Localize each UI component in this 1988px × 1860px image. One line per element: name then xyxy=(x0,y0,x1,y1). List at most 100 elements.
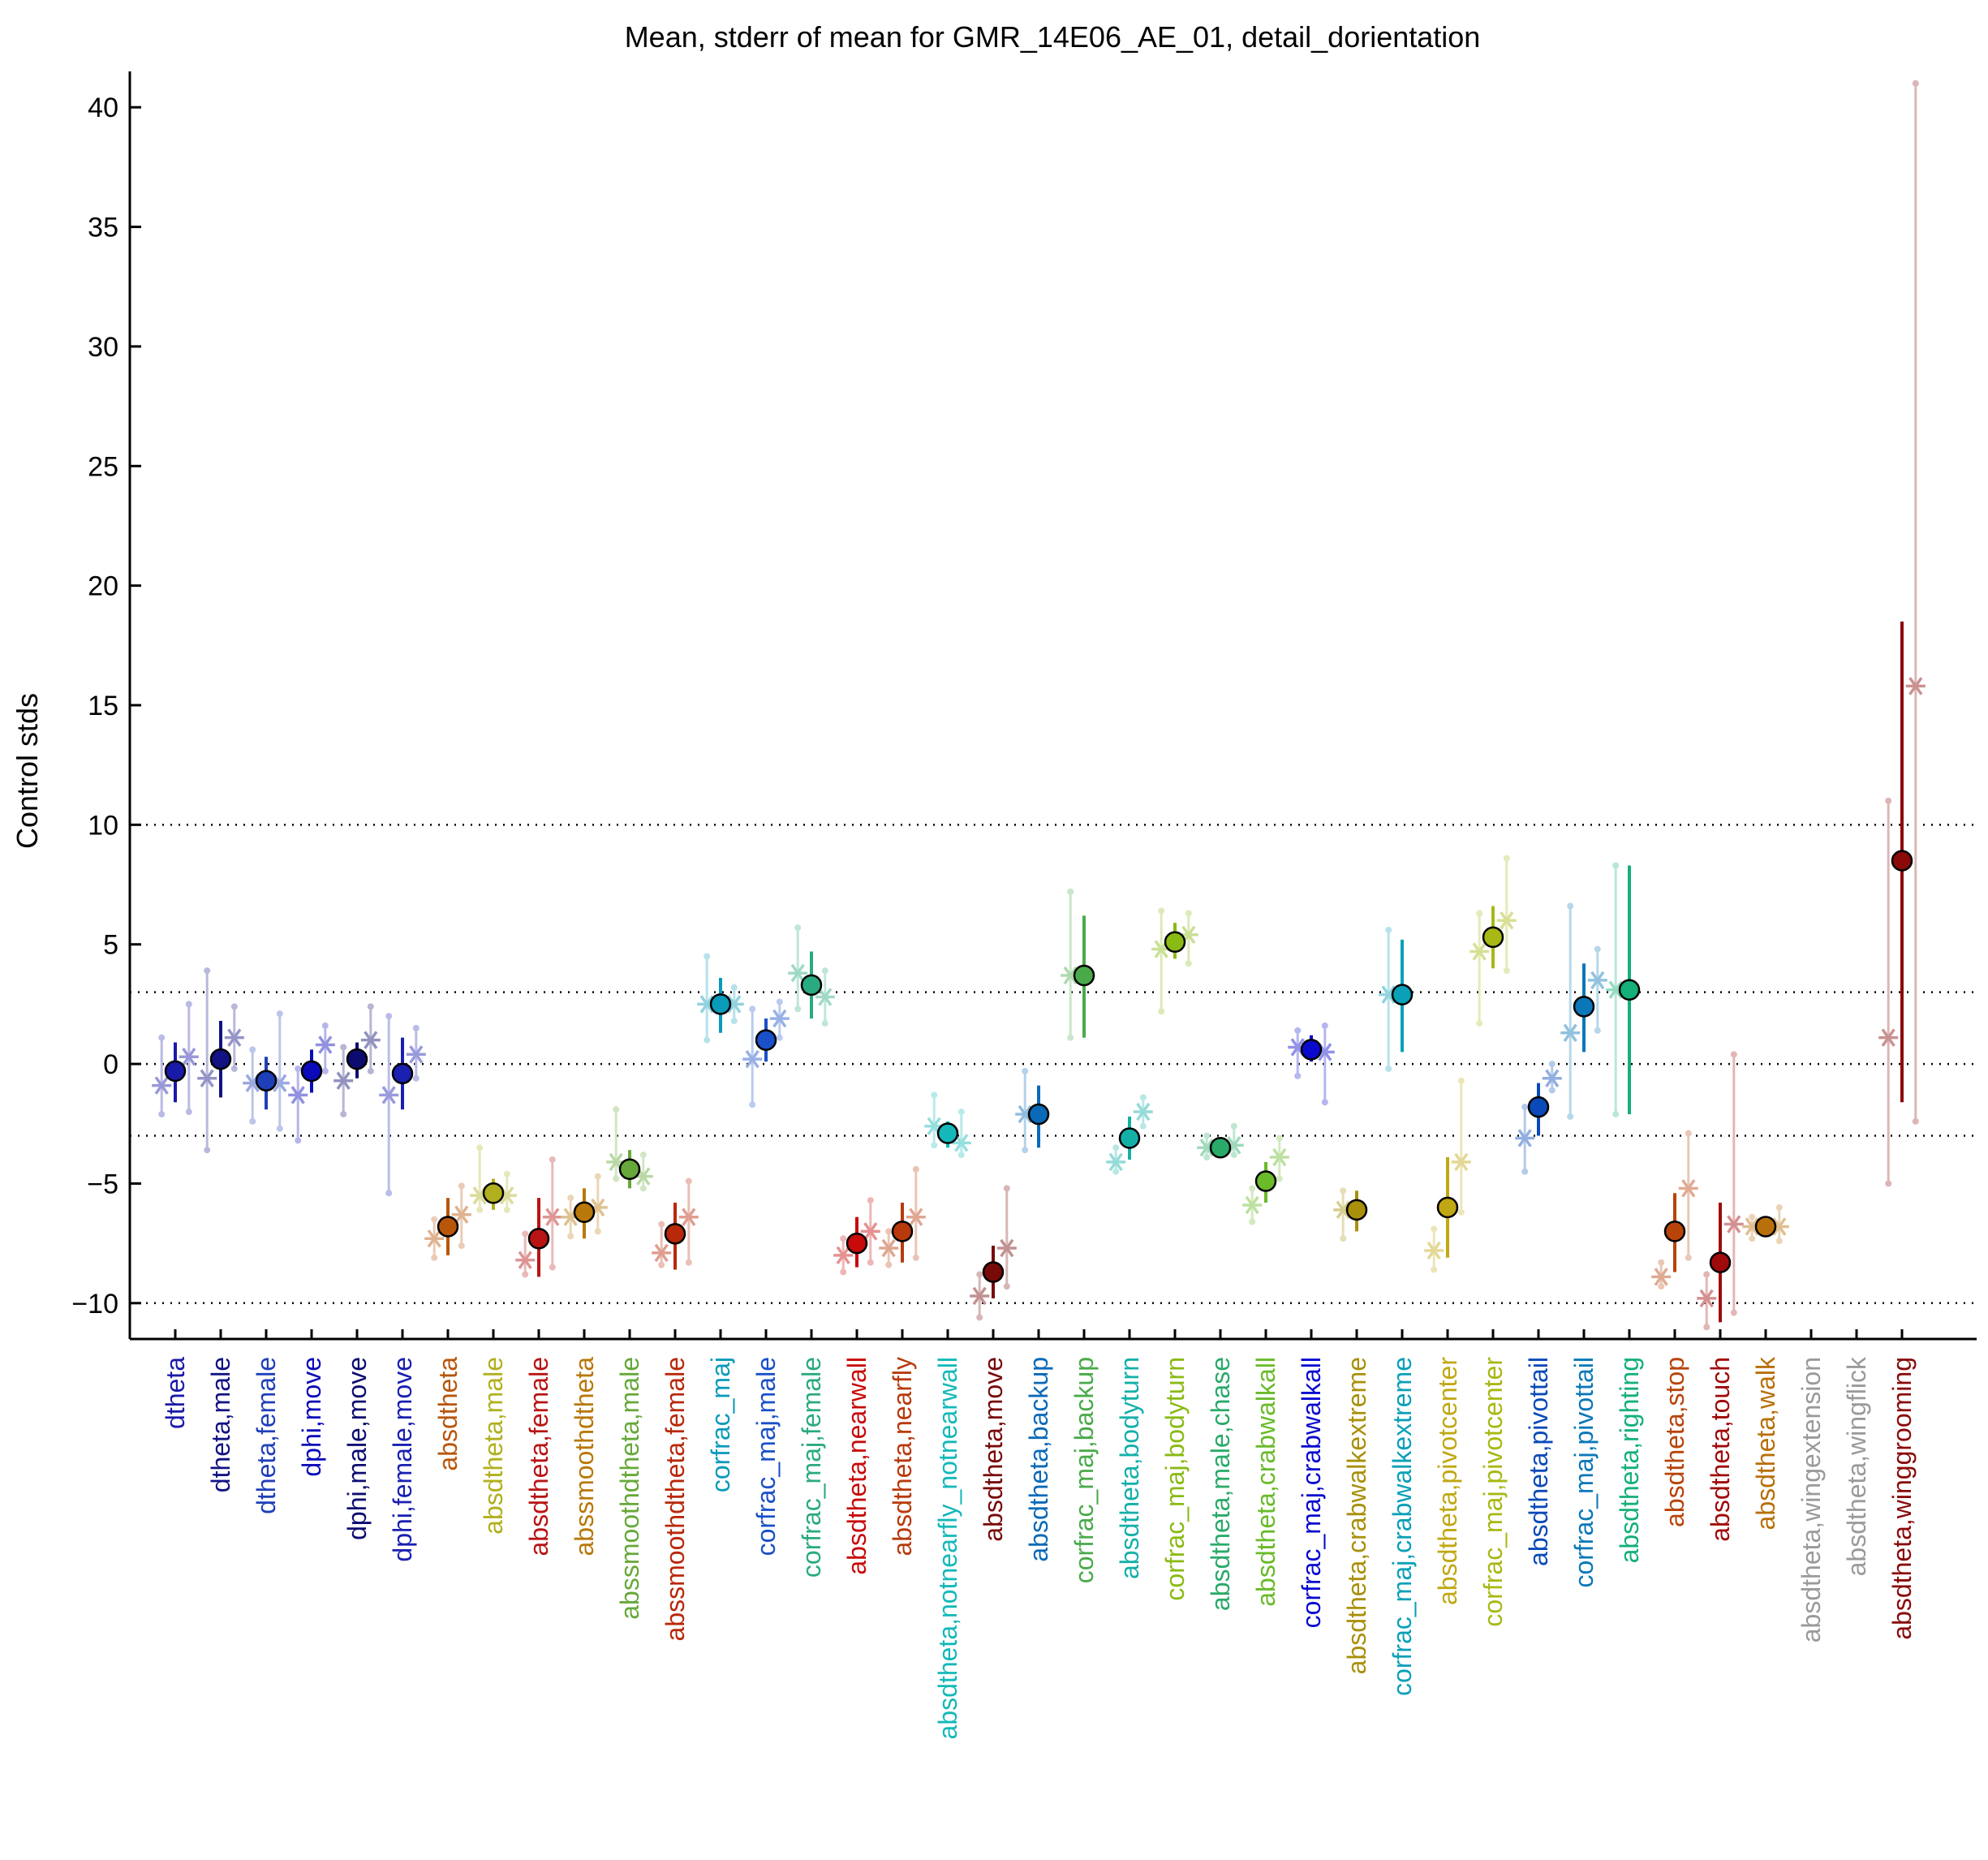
star-stroke xyxy=(1336,1200,1350,1220)
sub-errorbar-end xyxy=(1158,1008,1165,1015)
sub-errorbar-end xyxy=(158,1034,166,1041)
sub-errorbar-end xyxy=(412,1024,420,1031)
sub-errorbar-end xyxy=(1276,1175,1283,1182)
sub-errorbar-end xyxy=(567,1195,574,1202)
mean-marker xyxy=(936,1122,959,1144)
sub-mean-star xyxy=(406,1045,426,1064)
mean-marker xyxy=(982,1261,1005,1283)
sub-errorbar-end xyxy=(931,1091,938,1099)
sub-errorbar-end xyxy=(776,998,783,1005)
category-group xyxy=(1015,1067,1050,1154)
category-group xyxy=(788,924,835,1027)
sub-mean-star xyxy=(860,1222,880,1241)
sub-errorbar-end xyxy=(1548,1061,1556,1068)
sub-errorbar-end xyxy=(840,1268,847,1276)
y-tick-label: 0 xyxy=(103,1049,118,1080)
sub-errorbar-end xyxy=(1203,1132,1211,1139)
sub-errorbar-end xyxy=(1658,1283,1665,1290)
sub-errorbar-end xyxy=(522,1271,529,1278)
x-tick-label: absdtheta,wingflick xyxy=(1842,1356,1871,1576)
star-stroke xyxy=(1290,1038,1305,1057)
mean-marker xyxy=(1891,850,1913,872)
sub-mean-star xyxy=(197,1069,217,1087)
y-tick-label: 10 xyxy=(88,810,118,841)
sub-mean-star xyxy=(424,1229,445,1248)
category-group xyxy=(1242,1135,1289,1225)
sub-errorbar-end xyxy=(704,1036,711,1044)
mean-marker xyxy=(618,1158,641,1181)
sub-mean-star xyxy=(152,1076,172,1095)
y-tick-label: 40 xyxy=(88,93,118,123)
sub-errorbar-end xyxy=(1612,1110,1620,1117)
sub-errorbar-end xyxy=(230,1065,238,1072)
sub-errorbar-end xyxy=(1067,888,1074,895)
sub-errorbar-end xyxy=(613,1175,620,1182)
sub-mean-star xyxy=(788,963,808,983)
x-tick-label: absdtheta,touch xyxy=(1706,1357,1735,1542)
sub-errorbar-end xyxy=(685,1178,692,1185)
x-tick-label: absdtheta xyxy=(433,1357,463,1471)
sub-errorbar-end xyxy=(431,1254,438,1261)
sub-errorbar-end xyxy=(1139,1122,1147,1130)
sub-errorbar-end xyxy=(295,1137,302,1144)
star-stroke xyxy=(727,995,742,1014)
mean-marker xyxy=(573,1201,596,1224)
sub-errorbar-end xyxy=(1730,1309,1737,1316)
sub-errorbar-end xyxy=(749,1101,756,1109)
data-marks xyxy=(152,80,1926,1331)
mean-marker xyxy=(1027,1103,1050,1126)
sub-mean-star xyxy=(1878,1028,1899,1047)
star-stroke xyxy=(1199,1139,1214,1157)
sub-errorbar-end xyxy=(639,1185,647,1192)
star-stroke xyxy=(863,1222,878,1241)
x-tick-label: corfrac_maj,crabwalkall xyxy=(1297,1357,1326,1628)
sub-errorbar-end xyxy=(840,1235,847,1242)
sub-errorbar-end xyxy=(821,967,828,975)
sub-mean-star xyxy=(1133,1102,1153,1122)
mean-marker xyxy=(1527,1096,1550,1118)
star-stroke xyxy=(699,995,714,1014)
sub-mean-star xyxy=(379,1086,399,1104)
star-stroke xyxy=(364,1031,378,1049)
sub-mean-star xyxy=(879,1238,899,1258)
x-tick-label: absdtheta,female xyxy=(524,1357,553,1556)
sub-errorbar-end xyxy=(321,1067,329,1074)
category-group xyxy=(424,1182,471,1261)
sub-errorbar-end xyxy=(1321,1022,1328,1029)
sub-errorbar-end xyxy=(1594,1027,1601,1034)
sub-errorbar-end xyxy=(522,1230,529,1238)
sub-errorbar-end xyxy=(1230,1122,1237,1130)
x-tick-labels: dtheta dtheta,male dtheta,female dphi,move d… xyxy=(161,1329,1917,1739)
sub-errorbar-end xyxy=(385,1190,393,1197)
category-group xyxy=(1424,1077,1471,1273)
category-group xyxy=(1061,888,1095,1041)
mean-marker xyxy=(1345,1199,1368,1221)
sub-errorbar-end xyxy=(1340,1235,1347,1242)
sub-errorbar-end xyxy=(1658,1259,1665,1266)
star-stroke xyxy=(290,1086,305,1104)
sub-errorbar-end xyxy=(412,1074,420,1082)
sub-errorbar-end xyxy=(730,1018,738,1025)
star-stroke xyxy=(1681,1179,1696,1198)
star-stroke xyxy=(1454,1152,1469,1172)
sub-errorbar-end xyxy=(458,1182,465,1190)
category-group xyxy=(1560,902,1607,1120)
category-group xyxy=(561,1173,608,1240)
x-tick-label: absdtheta,male xyxy=(479,1357,508,1535)
category-group xyxy=(197,967,244,1154)
star-stroke xyxy=(227,1028,242,1047)
sub-errorbar-end xyxy=(912,1254,919,1261)
star-stroke xyxy=(427,1229,441,1248)
category-group xyxy=(924,1091,971,1159)
sub-mean-star xyxy=(1269,1147,1289,1167)
sub-errorbar-end xyxy=(204,1147,211,1154)
star-stroke xyxy=(654,1243,669,1263)
sub-errorbar-end xyxy=(1457,1208,1465,1216)
sub-errorbar-end xyxy=(1885,797,1892,804)
sub-errorbar-end xyxy=(776,1034,783,1041)
x-tick-label: dtheta,female xyxy=(252,1357,281,1514)
sub-mean-star xyxy=(179,1048,199,1066)
x-tick-label: absdtheta,winggrooming xyxy=(1887,1357,1917,1640)
sub-errorbar-end xyxy=(867,1259,874,1266)
sub-errorbar-end xyxy=(458,1242,465,1250)
